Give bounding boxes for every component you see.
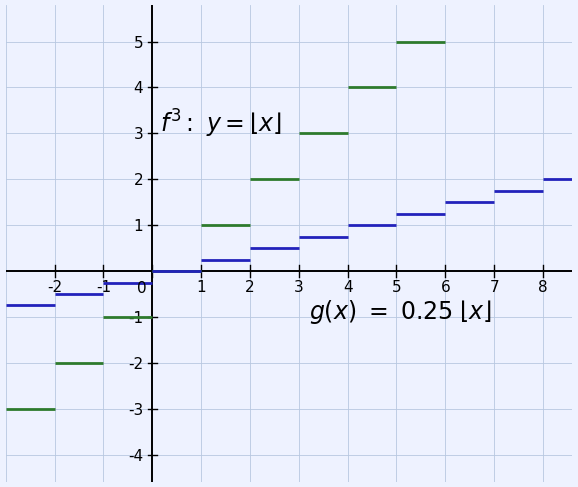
Text: $f^3$$:\ y = \lfloor x \rfloor$: $f^3$$:\ y = \lfloor x \rfloor$ — [160, 108, 281, 140]
Text: 0: 0 — [137, 281, 146, 296]
Text: $g(x)\ =\ 0.25\ \lfloor x \rfloor$: $g(x)\ =\ 0.25\ \lfloor x \rfloor$ — [309, 298, 492, 326]
